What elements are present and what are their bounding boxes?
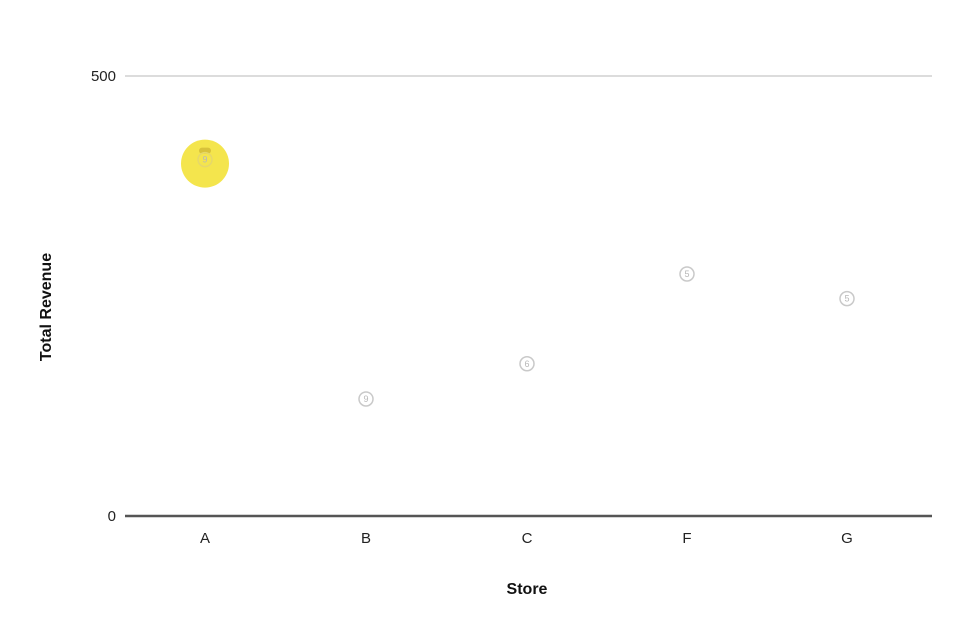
point-label: 6	[524, 359, 529, 369]
x-tick-label: G	[841, 530, 853, 547]
highlight-halo	[181, 139, 229, 188]
x-tick-label: B	[361, 530, 371, 547]
data-point	[679, 266, 695, 282]
x-tick-label: A	[200, 530, 210, 547]
x-tick-label: C	[522, 530, 533, 547]
highlight-marker	[199, 147, 211, 154]
data-point	[197, 151, 213, 168]
point-label: 9	[363, 394, 368, 404]
y-axis-title: Total Revenue	[38, 253, 55, 361]
data-point	[839, 290, 855, 307]
data-point	[519, 356, 535, 372]
data-point	[358, 391, 374, 407]
point-label: 9	[202, 155, 207, 165]
point-label: 5	[844, 294, 849, 304]
point-label: 5	[684, 269, 689, 279]
x-axis-title: Store	[507, 581, 548, 598]
y-tick-label: 0	[108, 508, 116, 525]
y-tick-label: 500	[91, 68, 116, 85]
x-tick-label: F	[682, 530, 691, 547]
plot-area: 0 500 A B C F G 9 9 6 5 5	[91, 68, 932, 547]
